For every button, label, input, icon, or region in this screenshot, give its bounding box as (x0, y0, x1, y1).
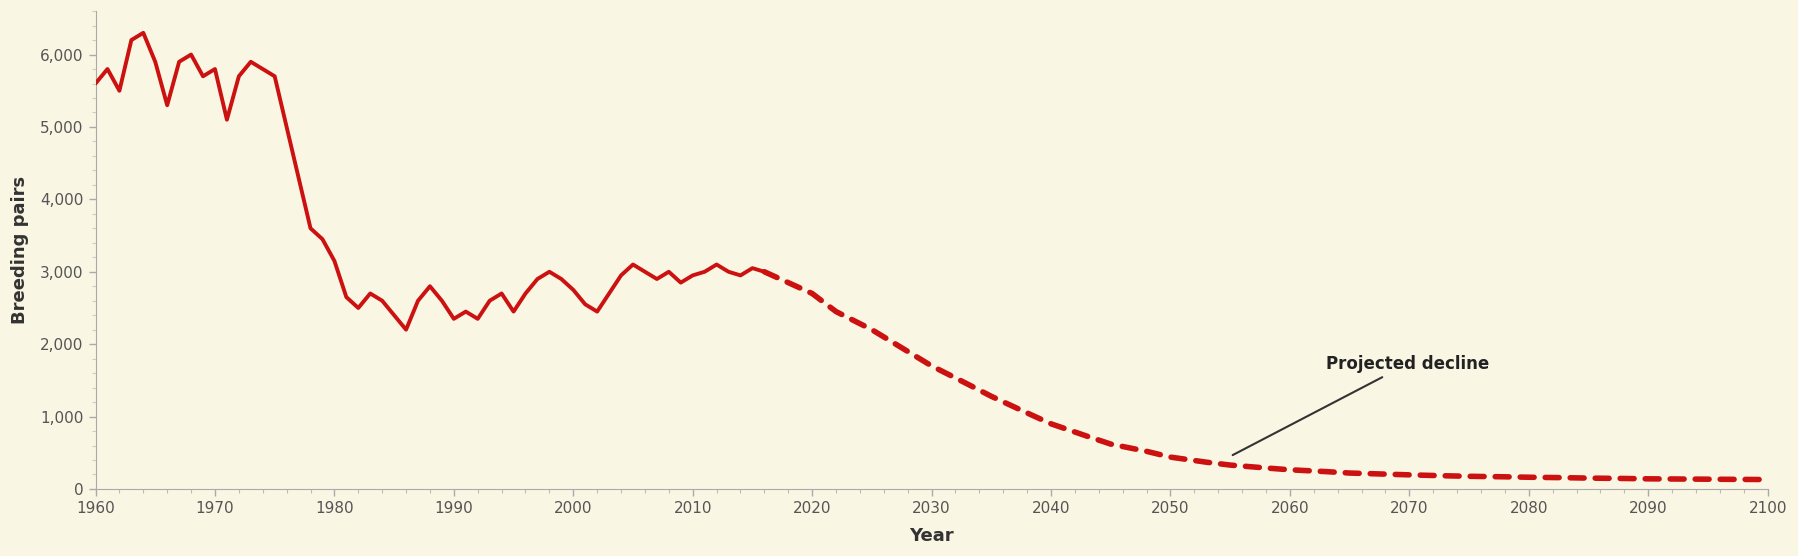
Text: Projected decline: Projected decline (1233, 355, 1489, 455)
X-axis label: Year: Year (910, 527, 955, 545)
Y-axis label: Breeding pairs: Breeding pairs (11, 176, 29, 324)
